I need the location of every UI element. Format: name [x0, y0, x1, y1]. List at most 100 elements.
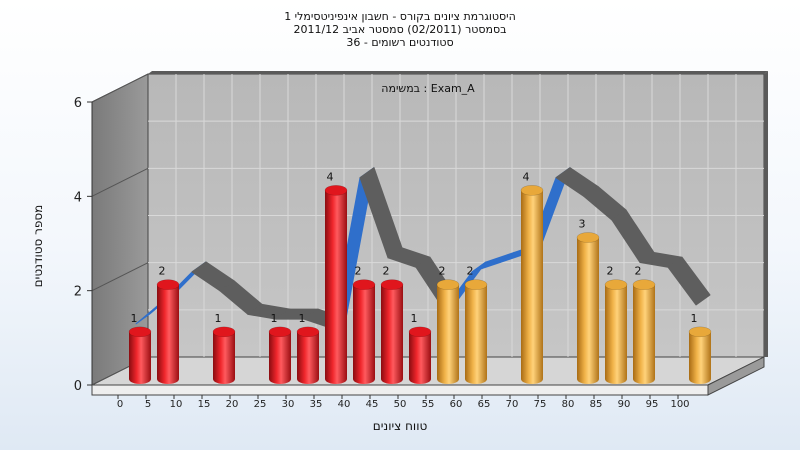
bar [212, 326, 236, 384]
bar-value-label: 1 [215, 312, 222, 325]
bar-body [605, 284, 627, 384]
x-tick-label: 50 [394, 399, 407, 410]
bar-top [408, 326, 432, 338]
bar [408, 326, 432, 384]
bar-body [437, 284, 459, 384]
x-tick-label: 70 [506, 399, 519, 410]
back-wall-right-edge [764, 71, 768, 357]
x-tick-label: 45 [366, 399, 379, 410]
bar-top [156, 279, 180, 290]
y-tick-label: 4 [74, 190, 82, 205]
bar-top [632, 279, 656, 290]
bar-top [604, 279, 628, 290]
y-tick-label: 2 [74, 285, 82, 300]
bar-top [520, 185, 544, 196]
x-tick-label: 85 [590, 399, 603, 410]
bar [576, 232, 600, 384]
x-tick-label: 90 [618, 399, 631, 410]
x-tick-label: 20 [226, 399, 239, 410]
x-tick-label: 10 [170, 399, 183, 410]
bar-value-label: 1 [271, 312, 278, 325]
bar-top [128, 326, 152, 338]
bar-body [353, 284, 375, 384]
bar-body [129, 331, 151, 384]
bar-top [352, 279, 376, 290]
bar-top [296, 326, 320, 338]
bar-value-label: 4 [523, 170, 530, 183]
bar-body [381, 284, 403, 384]
bar-body [157, 284, 179, 384]
x-tick-label: 40 [338, 399, 351, 410]
bar-body [269, 331, 291, 384]
bar-top [464, 279, 488, 290]
bar-top [380, 279, 404, 290]
bar-value-label: 1 [131, 312, 138, 325]
bar-body [521, 190, 543, 384]
bar-value-label: 2 [467, 265, 474, 278]
y-depth-line [91, 262, 149, 292]
bar-body [577, 237, 599, 384]
x-tick-label: 65 [478, 399, 491, 410]
bar-value-label: 2 [607, 265, 614, 278]
bar-top [688, 326, 712, 338]
chart-titles: היסטוגרמת ציונים בקורס - חשבון אינפיניטס… [0, 10, 800, 49]
bar-value-label: 1 [299, 312, 306, 325]
x-tick-label: 80 [562, 399, 575, 410]
x-tick-label: 35 [310, 399, 323, 410]
chart-title: היסטוגרמת ציונים בקורס - חשבון אינפיניטס… [284, 10, 516, 23]
bar-value-label: 3 [579, 218, 586, 231]
back-wall-top-edge [148, 71, 768, 74]
bar-value-label: 1 [411, 312, 418, 325]
x-tick-label: 60 [450, 399, 463, 410]
y-axis-label: מספר סטודנטים [31, 205, 45, 288]
y-tick-label: 0 [74, 379, 82, 394]
bar-top [576, 232, 600, 243]
x-tick-label: 0 [117, 399, 123, 410]
data-labels: 1 2 1 1 1 4 2 2 1 2 2 4 3 2 2 1 [131, 170, 698, 325]
bar-body [325, 190, 347, 384]
x-tick-label: 100 [670, 399, 689, 410]
x-tick-label: 15 [198, 399, 211, 410]
bar [380, 279, 404, 384]
chart-subtitle: בסמסטר (02/2011) סמסטר אביב 2011/12 [293, 23, 507, 36]
bar [324, 185, 348, 384]
bar-top [324, 185, 348, 196]
x-tick-label: 55 [422, 399, 435, 410]
bar [156, 279, 180, 384]
bar [688, 326, 712, 384]
bar-body [213, 331, 235, 384]
bar-value-label: 2 [635, 265, 642, 278]
x-tick-label: 95 [646, 399, 659, 410]
x-tick-label: 75 [534, 399, 547, 410]
bar-value-label: 1 [691, 312, 698, 325]
bar-top [212, 326, 236, 338]
floor-edge [91, 384, 709, 396]
bar-value-label: 2 [355, 265, 362, 278]
x-tick-label: 5 [145, 399, 151, 410]
bar [128, 326, 152, 384]
bar-value-label: 2 [159, 265, 166, 278]
chart-subtitle-students: סטודנטים רשומים - 36 [346, 36, 454, 49]
x-tick-label: 30 [282, 399, 295, 410]
bar-top [436, 279, 460, 290]
bar [520, 185, 544, 384]
bar [268, 326, 292, 384]
bar-body [633, 284, 655, 384]
bars-group [128, 185, 712, 384]
floor-edge-side [707, 356, 765, 396]
bar [352, 279, 376, 384]
bar [296, 326, 320, 384]
bar-body [689, 331, 711, 384]
task-annotation: במשימה : Exam_A [381, 82, 475, 95]
bar [436, 279, 460, 384]
bar-value-label: 2 [439, 265, 446, 278]
y-tick-label: 6 [74, 96, 82, 111]
bar [632, 279, 656, 384]
bar-body [297, 331, 319, 384]
y-depth-line [91, 73, 149, 103]
x-tick-label: 25 [254, 399, 267, 410]
trend-segment [667, 256, 711, 306]
bar-body [409, 331, 431, 384]
